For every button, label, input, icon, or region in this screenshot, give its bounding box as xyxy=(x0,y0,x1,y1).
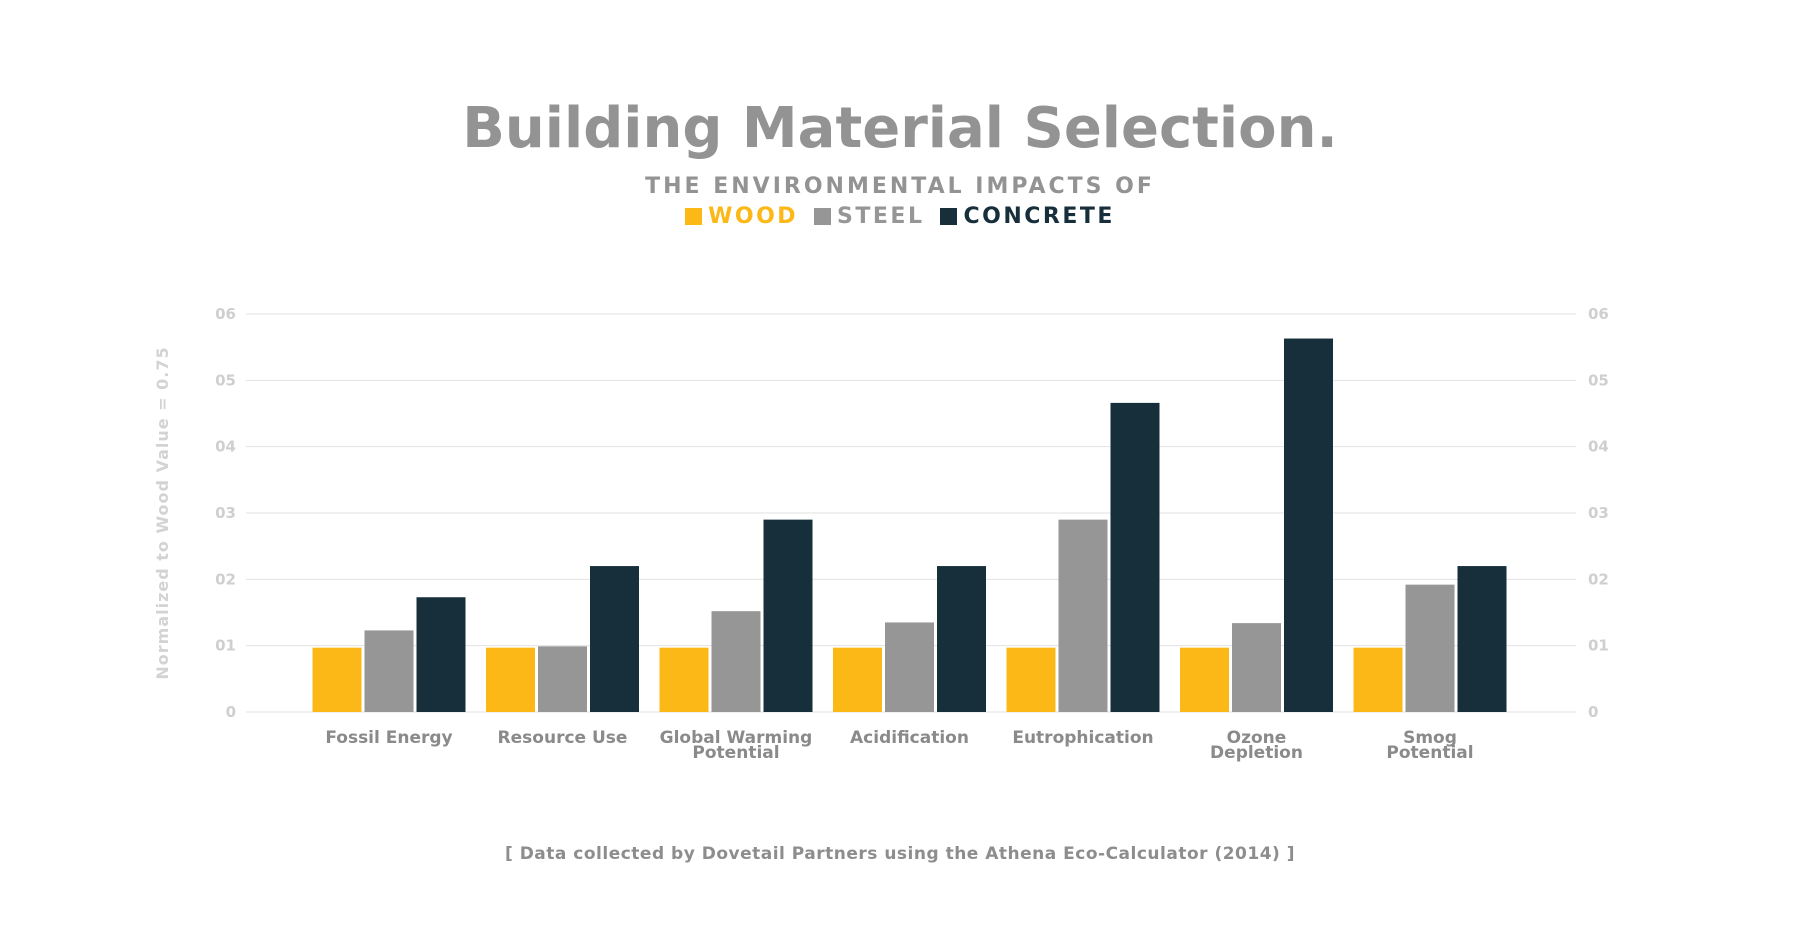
legend-label-concrete: CONCRETE xyxy=(963,204,1115,229)
chart-subtitle: THE ENVIRONMENTAL IMPACTS OF xyxy=(645,174,1155,199)
bar-steel xyxy=(1405,584,1455,712)
chart-title: Building Material Selection. xyxy=(462,96,1338,161)
category-label: Resource Use xyxy=(498,728,628,748)
bar-wood xyxy=(659,647,709,712)
bar-wood xyxy=(1353,647,1403,712)
y-tick-label-left: 03 xyxy=(215,504,236,522)
y-tick-label-left: 05 xyxy=(215,371,236,389)
y-tick-label-right: 06 xyxy=(1588,305,1609,323)
bar-steel xyxy=(1058,519,1108,712)
bar-steel xyxy=(711,611,761,712)
y-tick-label-right: 02 xyxy=(1588,570,1609,588)
y-axis-label: Normalized to Wood Value = 0.75 xyxy=(153,346,172,679)
category-label: Potential xyxy=(1386,743,1473,763)
y-tick-label-right: 0 xyxy=(1588,703,1598,721)
legend-swatch-concrete xyxy=(940,208,958,225)
legend-swatch-wood xyxy=(685,208,703,225)
bar-wood xyxy=(1180,647,1229,712)
legend-item-steel: STEEL xyxy=(814,204,924,229)
category-label: Potential xyxy=(692,743,779,763)
bar-steel xyxy=(885,622,934,712)
bar-concrete xyxy=(937,566,986,712)
bar-wood xyxy=(312,647,362,712)
bar-concrete xyxy=(1284,338,1333,712)
y-tick-label-left: 06 xyxy=(215,305,236,323)
bar-steel xyxy=(364,630,414,712)
y-tick-label-left: 04 xyxy=(215,438,236,456)
category-label: Fossil Energy xyxy=(325,728,452,748)
legend-item-concrete: CONCRETE xyxy=(940,204,1114,229)
bar-steel xyxy=(538,646,587,712)
y-tick-label-right: 05 xyxy=(1588,371,1609,389)
bar-wood xyxy=(833,647,882,712)
category-label: Eutrophication xyxy=(1012,728,1153,748)
y-tick-label-right: 04 xyxy=(1588,438,1609,456)
y-tick-label-left: 01 xyxy=(215,637,236,655)
legend-label-wood: WOOD xyxy=(708,204,799,229)
bar-concrete xyxy=(1457,566,1507,712)
bar-steel xyxy=(1232,623,1281,712)
legend: WOOD STEEL CONCRETE xyxy=(0,204,1800,229)
category-label: Acidification xyxy=(850,728,969,748)
y-tick-label-left: 0 xyxy=(226,703,236,721)
y-tick-label-right: 03 xyxy=(1588,504,1609,522)
bar-wood xyxy=(1006,647,1056,712)
y-tick-label-left: 02 xyxy=(215,570,236,588)
category-label: Smog xyxy=(1403,728,1457,748)
bar-concrete xyxy=(763,519,813,712)
legend-item-wood: WOOD xyxy=(685,204,798,229)
legend-swatch-steel xyxy=(814,208,832,225)
bar-concrete xyxy=(590,566,639,712)
bar-concrete xyxy=(1110,402,1160,712)
y-tick-label-right: 01 xyxy=(1588,637,1609,655)
legend-label-steel: STEEL xyxy=(837,204,925,229)
category-label: Depletion xyxy=(1210,743,1303,763)
bar-wood xyxy=(486,647,535,712)
bar-concrete xyxy=(416,597,466,712)
category-label: Global Warming xyxy=(660,728,813,748)
source-note: [ Data collected by Dovetail Partners us… xyxy=(505,844,1295,864)
category-label: Ozone xyxy=(1227,728,1287,748)
